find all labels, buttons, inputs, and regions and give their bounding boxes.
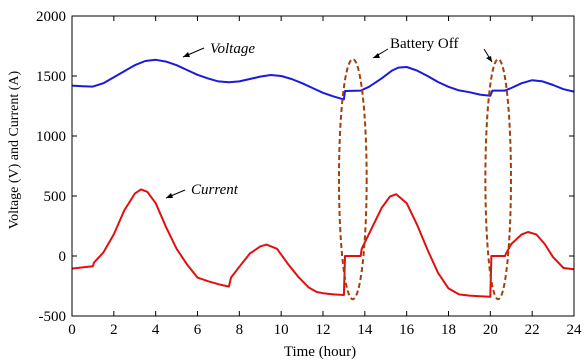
x-tick-label: 4 [152, 322, 160, 338]
x-tick-label: 10 [274, 322, 289, 338]
y-tick-label: 2000 [36, 9, 66, 25]
battery-off-annotation: Battery Off [372, 36, 493, 63]
y-tick-label: 1000 [36, 129, 66, 145]
x-axis-label: Time (hour) [284, 344, 356, 360]
battery-off-ellipse-2 [484, 58, 512, 301]
x-tick-label: 22 [525, 322, 540, 338]
x-tick-label: 2 [110, 322, 118, 338]
y-tick-label: 0 [59, 249, 67, 265]
x-tick-label: 12 [316, 322, 331, 338]
y-tick-label: -500 [39, 309, 67, 325]
x-tick-label: 6 [194, 322, 202, 338]
voltage-arrow-head [183, 52, 190, 57]
axes: 0 2 4 6 8 10 12 14 16 18 20 22 24-500050010001500200… [36, 9, 582, 338]
voltage-series-label: Voltage [210, 41, 255, 57]
x-tick-label: 24 [567, 322, 583, 338]
plot-area [71, 58, 575, 301]
battery-off-ellipse-1 [337, 58, 368, 301]
voltage-series-line [71, 58, 575, 101]
x-tick-label: 14 [357, 322, 373, 338]
x-tick-label: 8 [236, 322, 244, 338]
battery-off-arrow-right-head [486, 56, 492, 62]
x-tick-label: 0 [68, 322, 76, 338]
voltage-annotation: Voltage [182, 41, 255, 58]
y-tick-label: 500 [44, 189, 67, 205]
current-arrow-head [166, 193, 173, 198]
x-tick-label: 20 [483, 322, 498, 338]
x-tick-label: 18 [441, 322, 456, 338]
battery-off-label: Battery Off [390, 36, 458, 52]
current-series-line [71, 188, 575, 298]
current-annotation: Current [165, 182, 239, 199]
y-tick-label: 1500 [36, 69, 66, 85]
x-tick-label: 16 [399, 322, 415, 338]
current-series-label: Current [191, 182, 239, 198]
battery-off-arrow-left-head [373, 53, 380, 58]
y-axis-label: Voltage (V) and Current (A) [7, 70, 22, 229]
